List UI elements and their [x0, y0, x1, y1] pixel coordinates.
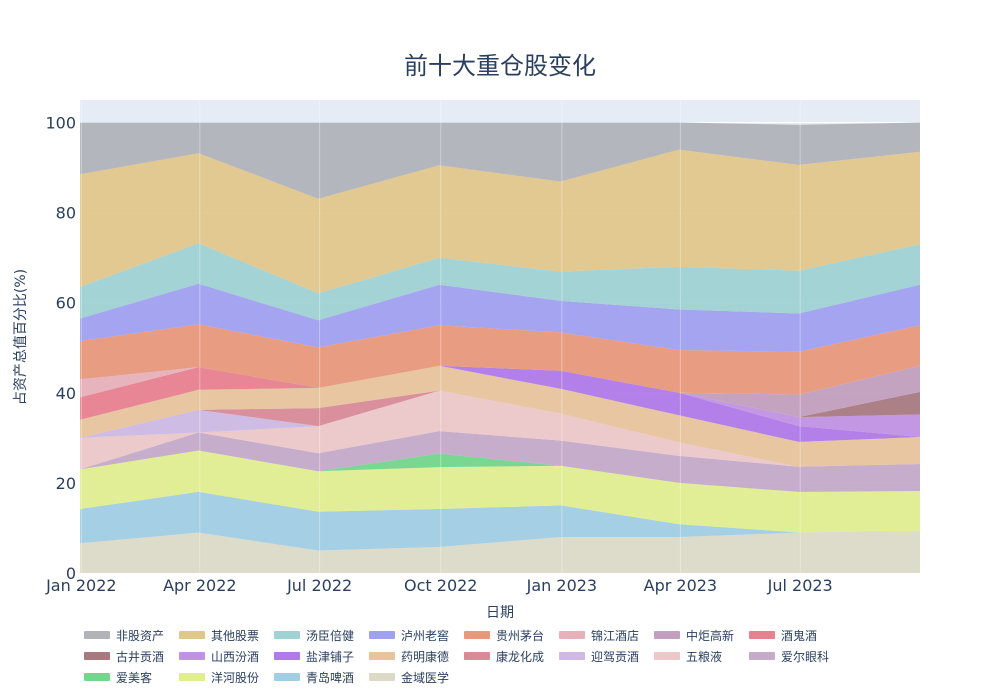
legend-item[interactable]: 金域医学 — [369, 668, 464, 686]
legend-item[interactable]: 药明康德 — [369, 647, 464, 665]
y-tick-label: 0 — [66, 564, 76, 583]
area-洋河股份[interactable] — [80, 450, 920, 533]
legend: 非股资产 其他股票 汤臣倍健 泸州老窖 贵州茅台 锦江酒店 中炬高新 酒鬼酒古井贡酒 山西汾酒 盐… — [84, 626, 964, 686]
legend-label: 迎驾贡酒 — [591, 649, 640, 664]
legend-swatch — [749, 631, 775, 639]
legend-label: 泸州老窖 — [401, 628, 450, 643]
legend-swatch — [369, 631, 395, 639]
legend-swatch — [84, 631, 110, 639]
legend-label: 其他股票 — [211, 628, 260, 643]
y-tick-label: 60 — [56, 294, 76, 313]
x-tick-label: Apr 2022 — [163, 576, 236, 595]
area-青岛啤酒[interactable] — [80, 491, 920, 551]
legend-swatch — [369, 652, 395, 660]
legend-swatch — [179, 631, 205, 639]
legend-label: 非股资产 — [116, 628, 165, 643]
area-爱尔眼科[interactable] — [80, 431, 920, 492]
area-康龙化成[interactable] — [80, 390, 920, 467]
legend-item[interactable]: 古井贡酒 — [84, 647, 179, 665]
legend-swatch — [559, 652, 585, 660]
area-汤臣倍健[interactable] — [80, 243, 920, 321]
area-五粮液[interactable] — [80, 390, 920, 470]
legend-swatch — [464, 652, 490, 660]
legend-label: 药明康德 — [401, 649, 450, 664]
legend-label: 爱美客 — [116, 670, 153, 685]
legend-label: 洋河股份 — [211, 670, 260, 685]
legend-label: 盐津铺子 — [306, 649, 355, 664]
legend-item[interactable]: 爱美客 — [84, 668, 179, 686]
legend-swatch — [84, 673, 110, 681]
x-tick-label: Jan 2023 — [526, 576, 597, 595]
legend-item[interactable]: 非股资产 — [84, 626, 179, 644]
legend-label: 汤臣倍健 — [306, 628, 355, 643]
x-tick-label: Jul 2023 — [767, 576, 833, 595]
legend-label: 金域医学 — [401, 670, 450, 685]
area-series-group — [80, 122, 920, 573]
legend-swatch — [749, 652, 775, 660]
x-tick-label: Jul 2022 — [286, 576, 352, 595]
legend-item[interactable]: 康龙化成 — [464, 647, 559, 665]
legend-item[interactable]: 盐津铺子 — [274, 647, 369, 665]
x-tick-label: Apr 2023 — [644, 576, 717, 595]
y-tick-label: 100 — [45, 114, 76, 133]
legend-item[interactable]: 中炬高新 — [654, 626, 749, 644]
y-axis-label: 占资产总值百分比(%) — [13, 269, 29, 405]
legend-item[interactable]: 汤臣倍健 — [274, 626, 369, 644]
legend-label: 五粮液 — [686, 649, 723, 664]
area-金域医学[interactable] — [80, 530, 920, 573]
legend-swatch — [274, 631, 300, 639]
x-axis-label: 日期 — [486, 605, 514, 620]
legend-label: 锦江酒店 — [591, 628, 640, 643]
legend-label: 酒鬼酒 — [781, 628, 818, 643]
area-贵州茅台[interactable] — [80, 324, 920, 395]
legend-swatch — [654, 652, 680, 660]
area-古井贡酒[interactable] — [80, 365, 920, 420]
legend-swatch — [464, 631, 490, 639]
legend-swatch — [179, 652, 205, 660]
legend-swatch — [274, 652, 300, 660]
legend-item[interactable]: 迎驾贡酒 — [559, 647, 654, 665]
legend-item[interactable]: 山西汾酒 — [179, 647, 274, 665]
area-其他股票[interactable] — [80, 149, 920, 294]
legend-label: 山西汾酒 — [211, 649, 260, 664]
y-tick-label: 40 — [56, 384, 76, 403]
legend-label: 贵州茅台 — [496, 628, 545, 643]
vertical-grid-lines — [80, 100, 801, 573]
y-tick-label: 20 — [56, 474, 76, 493]
legend-swatch — [274, 673, 300, 681]
legend-swatch — [369, 673, 395, 681]
legend-item[interactable]: 泸州老窖 — [369, 626, 464, 644]
legend-swatch — [84, 652, 110, 660]
x-tick-label: Jan 2022 — [45, 576, 116, 595]
area-药明康德[interactable] — [80, 365, 920, 467]
area-盐津铺子[interactable] — [80, 365, 920, 442]
area-泸州老窖[interactable] — [80, 283, 920, 352]
legend-label: 康龙化成 — [496, 649, 545, 664]
y-tick-label: 80 — [56, 204, 76, 223]
legend-item[interactable]: 洋河股份 — [179, 668, 274, 686]
legend-item[interactable]: 爱尔眼科 — [749, 647, 844, 665]
legend-swatch — [179, 673, 205, 681]
legend-item[interactable]: 其他股票 — [179, 626, 274, 644]
legend-label: 青岛啤酒 — [306, 670, 355, 685]
legend-item[interactable]: 青岛啤酒 — [274, 668, 369, 686]
legend-label: 古井贡酒 — [116, 649, 165, 664]
legend-label: 中炬高新 — [686, 628, 735, 643]
area-非股资产[interactable] — [80, 122, 920, 199]
x-tick-label: Oct 2022 — [404, 576, 477, 595]
legend-item[interactable]: 锦江酒店 — [559, 626, 654, 644]
legend-item[interactable]: 贵州茅台 — [464, 626, 559, 644]
legend-item[interactable]: 酒鬼酒 — [749, 626, 844, 644]
stacked-area-chart: 0 20 40 60 80 100 Jan 2022 Apr 2022 Jul 2022 Oct… — [13, 52, 920, 621]
y-axis-ticks: 0 20 40 60 80 100 — [45, 114, 76, 583]
legend-item[interactable]: 五粮液 — [654, 647, 749, 665]
legend-swatch — [654, 631, 680, 639]
x-axis-ticks: Jan 2022 Apr 2022 Jul 2022 Oct 2022 Jan 2023… — [45, 576, 833, 595]
legend-swatch — [559, 631, 585, 639]
area-迎驾贡酒[interactable] — [80, 390, 920, 467]
legend-label: 爱尔眼科 — [781, 649, 830, 664]
chart-title: 前十大重仓股变化 — [404, 52, 596, 80]
